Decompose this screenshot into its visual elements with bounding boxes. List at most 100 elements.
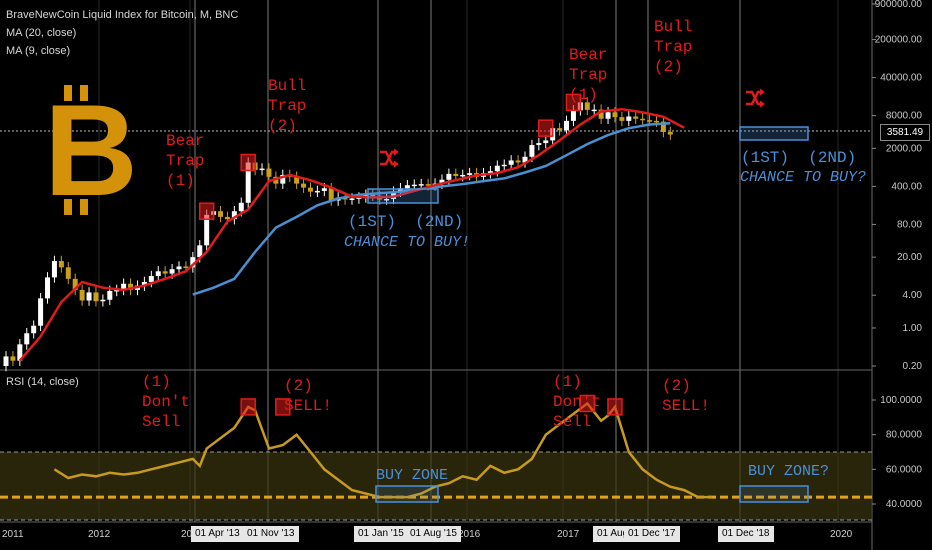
candle-22 — [155, 271, 161, 277]
y-tick-label-8: 4.00 — [903, 290, 923, 301]
candle-91 — [633, 116, 639, 119]
candle-53 — [370, 194, 376, 197]
legend-ma9: MA (9, close) — [6, 45, 71, 57]
candle-9 — [65, 267, 71, 279]
red-box-0 — [198, 202, 215, 220]
candle-89 — [619, 117, 625, 121]
candle-81 — [564, 120, 570, 131]
candle-28 — [197, 245, 203, 258]
candle-43 — [301, 183, 307, 188]
candle-51 — [356, 197, 362, 199]
candle-5 — [38, 298, 44, 326]
candle-18 — [128, 283, 134, 290]
crossover-icon-1 — [380, 148, 399, 168]
candle-3 — [24, 333, 30, 345]
candle-90 — [626, 116, 632, 121]
candle-33 — [231, 211, 237, 220]
candle-95 — [660, 121, 666, 132]
red-box-7 — [607, 398, 623, 416]
crossover-icon-2-c — [759, 88, 765, 96]
red-box-1 — [240, 153, 256, 172]
bitcoin-logo: B — [44, 85, 138, 215]
annotation-bull-trap-2b: Bull Trap (2) — [654, 18, 693, 76]
candle-12 — [86, 292, 92, 301]
x-tick-2012: 2012 — [88, 529, 111, 540]
candle-75 — [522, 156, 528, 163]
candle-94 — [653, 120, 659, 123]
buy-box-rsi-2 — [739, 485, 809, 503]
y-tick-label-7: 20.00 — [897, 252, 922, 263]
candle-96 — [667, 131, 673, 135]
annotation-bear-trap-1b: Bear Trap (1) — [569, 46, 608, 104]
rsi-zone — [0, 451, 872, 521]
x-box-nov-13: 01 Nov '13 — [243, 526, 299, 542]
candle-23 — [162, 271, 168, 274]
ma9-line — [18, 107, 685, 362]
x-box-apr-13: 01 Apr '13 — [191, 526, 244, 542]
candle-10 — [72, 278, 78, 290]
candle-59 — [411, 184, 417, 187]
candle-45 — [314, 190, 320, 193]
annotation-chance-to-buy-q: CHANCE TO BUY? — [740, 169, 867, 186]
candle-6 — [45, 277, 51, 299]
candle-85 — [591, 109, 597, 112]
bitcoin-logo-stem-bottom — [64, 199, 72, 215]
candle-84 — [584, 102, 590, 110]
rsi-line — [53, 401, 712, 499]
chart-title: BraveNewCoin Liquid Index for Bitcoin, M… — [6, 9, 239, 21]
candle-86 — [598, 109, 604, 119]
buy-box-rsi-1 — [375, 485, 439, 503]
candle-74 — [515, 160, 521, 163]
annotation-chance-1: (1ST) (2ND) — [348, 213, 464, 231]
candle-82 — [570, 110, 576, 121]
rsi-tick-label-0: 100.0000 — [880, 395, 922, 406]
candle-78 — [543, 140, 549, 144]
candle-29 — [204, 214, 210, 246]
bitcoin-logo-stem-top2 — [80, 85, 88, 101]
candle-76 — [529, 145, 535, 157]
crossover-icon-2-d — [759, 100, 765, 108]
last-price-readout: 3581.49 — [880, 124, 930, 141]
candle-8 — [58, 261, 64, 268]
candle-57 — [397, 188, 403, 192]
y-tick-label-9: 1.00 — [903, 323, 923, 334]
candle-24 — [169, 269, 175, 274]
annotation-chance-2: (1ST) (2ND) — [741, 149, 857, 167]
x-box-aug-15: 01 Aug '15 — [406, 526, 461, 542]
red-box-4 — [240, 398, 256, 416]
x-box-aug-17: 01 Aug — [593, 526, 633, 542]
x-tick-2017: 2017 — [557, 529, 580, 540]
candle-60 — [418, 184, 424, 186]
red-box-5 — [275, 398, 291, 416]
candle-58 — [404, 185, 410, 189]
rsi-tick-label-3: 40.0000 — [886, 499, 923, 510]
candle-32 — [224, 216, 230, 220]
marks — [198, 88, 809, 503]
candle-70 — [487, 171, 493, 174]
rsi-tick-label-1: 80.0000 — [886, 430, 923, 441]
bitcoin-logo-stem-bottom2 — [80, 199, 88, 215]
annotation-bear-trap-1: Bear Trap (1) — [166, 132, 205, 190]
candle-93 — [647, 120, 653, 122]
candle-4 — [31, 325, 37, 334]
y-tick-label-0: 900000.00 — [875, 0, 923, 10]
annotation-sell-2b: (2) SELL! — [662, 377, 711, 415]
x-tick-2020: 2020 — [830, 529, 853, 540]
candle-34 — [238, 202, 244, 212]
y-tick-label-2: 40000.00 — [880, 73, 922, 84]
candle-0 — [3, 356, 9, 366]
candle-73 — [508, 160, 514, 165]
candle-61 — [425, 184, 431, 186]
candle-88 — [612, 112, 618, 118]
candle-26 — [183, 266, 189, 268]
bitcoin-logo-stem-top — [64, 85, 72, 101]
candle-7 — [51, 261, 57, 278]
y-tick-label-3: 8000.00 — [886, 111, 923, 122]
y-tick-label-6: 80.00 — [897, 219, 922, 230]
candle-15 — [107, 290, 113, 300]
red-box-3 — [565, 93, 582, 112]
candle-2 — [17, 344, 23, 361]
annotation-dont-sell-1b: (1) Don't Sell — [553, 373, 602, 431]
candle-1 — [10, 356, 16, 361]
